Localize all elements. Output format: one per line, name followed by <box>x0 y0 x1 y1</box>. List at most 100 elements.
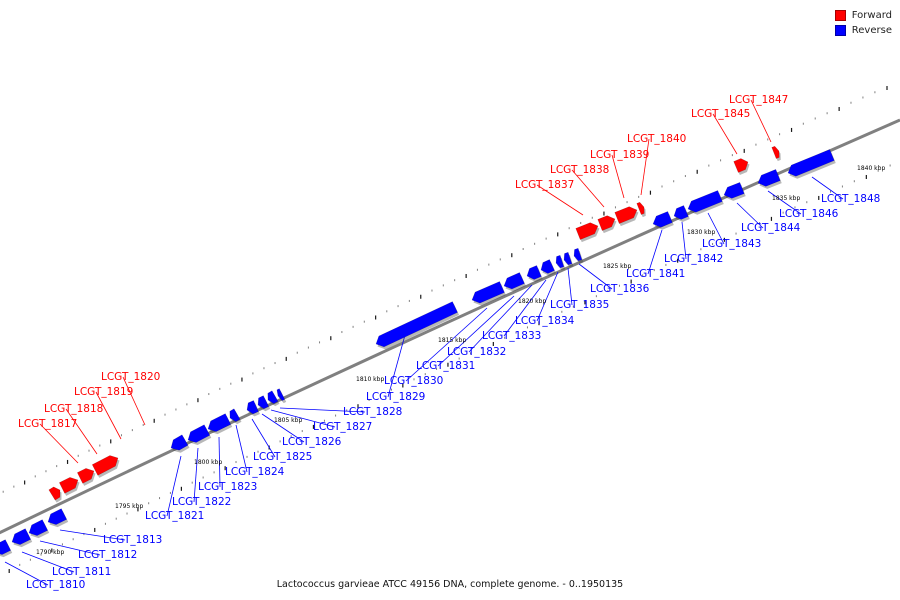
tick-mark <box>8 569 10 573</box>
tick-mark <box>424 373 426 376</box>
gene-label: LCGT_1839 <box>590 149 649 161</box>
leader-line <box>122 376 146 426</box>
gene-lcgt-1831[interactable] <box>503 272 526 292</box>
tick-mark <box>886 86 888 90</box>
tick-mark <box>246 455 248 458</box>
gene-lcgt-1840[interactable] <box>636 201 646 218</box>
tick-label: 1790 kbp <box>36 549 64 556</box>
tick-mark <box>110 439 112 444</box>
gene-lcgt-1829[interactable] <box>375 301 460 350</box>
tick-mark <box>45 470 47 473</box>
gene-lcgt-1828[interactable] <box>276 388 287 404</box>
gene-label: LCGT_1821 <box>145 510 204 522</box>
tick-mark <box>712 243 714 246</box>
gene-lcgt-1824[interactable] <box>229 408 242 425</box>
tick-mark <box>818 195 820 200</box>
tick-mark <box>534 242 536 245</box>
gene-lcgt-1833[interactable] <box>540 259 556 276</box>
gene-lcgt-1841[interactable] <box>652 211 674 230</box>
gene-label: LCGT_1833 <box>482 330 541 342</box>
tick-mark <box>626 201 628 204</box>
legend-label-reverse: Reverse <box>851 25 892 36</box>
leader-line <box>4 561 49 586</box>
tick-mark <box>104 522 106 525</box>
gene-lcgt-1835[interactable] <box>563 251 574 268</box>
leader-line <box>279 407 366 413</box>
tick-mark <box>595 295 597 298</box>
gene-lcgt-1834[interactable] <box>555 254 566 271</box>
tick-mark <box>572 305 574 308</box>
gene-lcgt-1826[interactable] <box>257 395 271 412</box>
tick-mark <box>296 351 298 354</box>
gene-lcgt-1847[interactable] <box>771 145 781 162</box>
gene-lcgt-1821[interactable] <box>170 434 190 453</box>
gene-lcgt-1837[interactable] <box>575 222 600 243</box>
tick-mark <box>814 117 816 120</box>
tick-mark <box>603 211 605 216</box>
gene-lcgt-1846[interactable] <box>757 169 782 189</box>
gene-lcgt-1819[interactable] <box>76 468 96 486</box>
gene-lcgt-1836[interactable] <box>573 247 584 264</box>
gene-lcgt-1827[interactable] <box>267 390 280 407</box>
tick-mark <box>782 211 784 214</box>
gene-label: LCGT_1824 <box>225 466 285 478</box>
tick-mark <box>549 315 551 318</box>
tick-mark <box>747 227 749 230</box>
gene-lcgt-1818[interactable] <box>58 477 80 496</box>
gene-lcgt-1812[interactable] <box>28 519 50 539</box>
leader-line <box>95 391 122 440</box>
tick-mark <box>323 419 325 422</box>
tick-mark <box>806 201 808 204</box>
tick-mark <box>642 274 644 277</box>
gene-lcgt-1845[interactable] <box>733 158 750 176</box>
gene-label: LCGT_1846 <box>779 208 839 220</box>
gene-lcgt-1839[interactable] <box>614 206 639 227</box>
gene-lcgt-1832[interactable] <box>526 265 543 283</box>
gene-lcgt-1822[interactable] <box>187 424 212 446</box>
tick-mark <box>673 180 675 183</box>
tick-mark <box>13 485 15 488</box>
gene-lcgt-1830[interactable] <box>471 281 506 306</box>
tick-mark <box>802 122 804 125</box>
tick-mark <box>614 206 616 209</box>
legend-item-forward: Forward <box>834 8 892 23</box>
gene-lcgt-1817[interactable] <box>48 486 62 503</box>
gene-label: LCGT_1818 <box>44 403 103 415</box>
tick-mark <box>186 403 188 406</box>
gene-lcgt-1810[interactable] <box>0 539 13 558</box>
leader-line <box>39 540 101 556</box>
legend: Forward Reverse <box>834 8 892 38</box>
gene-lcgt-1825[interactable] <box>246 400 260 417</box>
tick-mark <box>363 320 365 323</box>
leader-line <box>65 408 98 455</box>
leader-line <box>59 529 126 541</box>
tick-mark <box>319 341 321 344</box>
gene-lcgt-1813[interactable] <box>47 508 69 528</box>
gene-lcgt-1843[interactable] <box>687 190 724 215</box>
gene-lcgt-1842[interactable] <box>673 205 690 223</box>
tick-mark <box>874 91 876 94</box>
gene-label: LCGT_1822 <box>172 496 231 508</box>
gene-label: LCGT_1811 <box>52 566 111 578</box>
tick-mark <box>56 465 58 468</box>
gene-lcgt-1820[interactable] <box>91 455 120 478</box>
gene-arrows <box>0 145 836 558</box>
tick-mark <box>454 279 456 282</box>
gene-lcgt-1848[interactable] <box>787 149 836 179</box>
leader-line <box>640 138 650 196</box>
leader-line <box>270 409 336 428</box>
tick-mark <box>436 367 438 370</box>
gene-lcgt-1844[interactable] <box>723 182 746 201</box>
tick-mark <box>180 486 182 491</box>
leader-line <box>736 202 764 229</box>
tick-mark <box>330 336 332 341</box>
gene-lcgt-1823[interactable] <box>207 413 233 435</box>
gene-lcgt-1811[interactable] <box>11 528 33 548</box>
tick-mark <box>661 185 663 188</box>
tick-mark <box>877 169 879 172</box>
tick-mark <box>346 409 348 412</box>
tick-mark <box>545 237 547 240</box>
gene-lcgt-1838[interactable] <box>597 215 617 234</box>
tick-mark <box>230 382 232 385</box>
leader-line <box>21 551 75 573</box>
